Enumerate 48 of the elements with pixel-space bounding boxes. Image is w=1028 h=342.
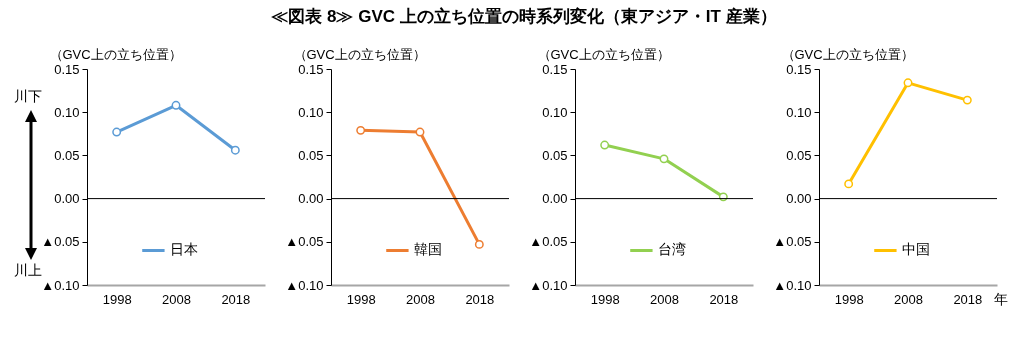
y-tick-label: 0.10 (542, 104, 568, 120)
x-tick-label: 2008 (406, 291, 435, 307)
x-tick-label: 2008 (894, 291, 923, 307)
y-axis-title: （GVC上の立ち位置） (293, 46, 426, 62)
y-tick-label: 0.05 (298, 147, 324, 163)
x-axis-title: 年 (993, 290, 1008, 307)
y-tick-label: ▲0.05 (41, 234, 80, 250)
y-tick-label: 0.05 (54, 147, 80, 163)
legend-label: 日本 (170, 241, 199, 258)
x-tick-label: 2008 (162, 291, 191, 307)
text: ≪図表 8≫ GVC 上の立ち位置の時系列変化（東アジア・IT 産業） (271, 7, 777, 26)
legend-label: 中国 (902, 241, 931, 258)
x-tick-label: 2008 (650, 291, 679, 307)
text: 川下 (14, 88, 42, 106)
text: 川上 (14, 262, 42, 280)
y-axis-title: （GVC上の立ち位置） (537, 46, 670, 62)
y-tick-label: ▲0.10 (529, 277, 568, 293)
x-tick-label: 2018 (221, 291, 251, 307)
y-tick-label: ▲0.05 (529, 234, 568, 250)
y-tick-label: ▲0.05 (773, 234, 812, 250)
x-tick-label: 1998 (346, 291, 376, 307)
legend-label: 韓国 (414, 241, 443, 258)
y-tick-label: 0.15 (542, 61, 568, 77)
y-tick-label: 0.15 (54, 61, 80, 77)
x-tick-label: 2018 (953, 291, 983, 307)
y-tick-label: ▲0.10 (285, 277, 324, 293)
x-tick-label: 2018 (709, 291, 739, 307)
x-tick-label: 1998 (590, 291, 620, 307)
y-tick-label: 0.00 (786, 191, 812, 207)
y-tick-label: ▲0.10 (41, 277, 80, 293)
y-axis-title: （GVC上の立ち位置） (781, 46, 914, 62)
y-tick-label: 0.05 (542, 147, 568, 163)
y-tick-label: 0.00 (542, 191, 568, 207)
y-tick-label: 0.00 (54, 191, 80, 207)
y-tick-label: 0.10 (298, 104, 324, 120)
x-tick-label: 1998 (834, 291, 864, 307)
y-tick-label: 0.10 (786, 104, 812, 120)
y-tick-label: 0.15 (786, 61, 812, 77)
y-tick-label: 0.05 (786, 147, 812, 163)
x-tick-label: 1998 (102, 291, 132, 307)
y-tick-label: ▲0.10 (773, 277, 812, 293)
y-axis-title: （GVC上の立ち位置） (49, 46, 182, 62)
x-tick-label: 2018 (465, 291, 495, 307)
y-tick-label: 0.10 (54, 104, 80, 120)
y-tick-label: ▲0.05 (285, 234, 324, 250)
y-tick-label: 0.15 (298, 61, 324, 77)
legend-label: 台湾 (658, 241, 687, 258)
y-tick-label: 0.00 (298, 191, 324, 207)
